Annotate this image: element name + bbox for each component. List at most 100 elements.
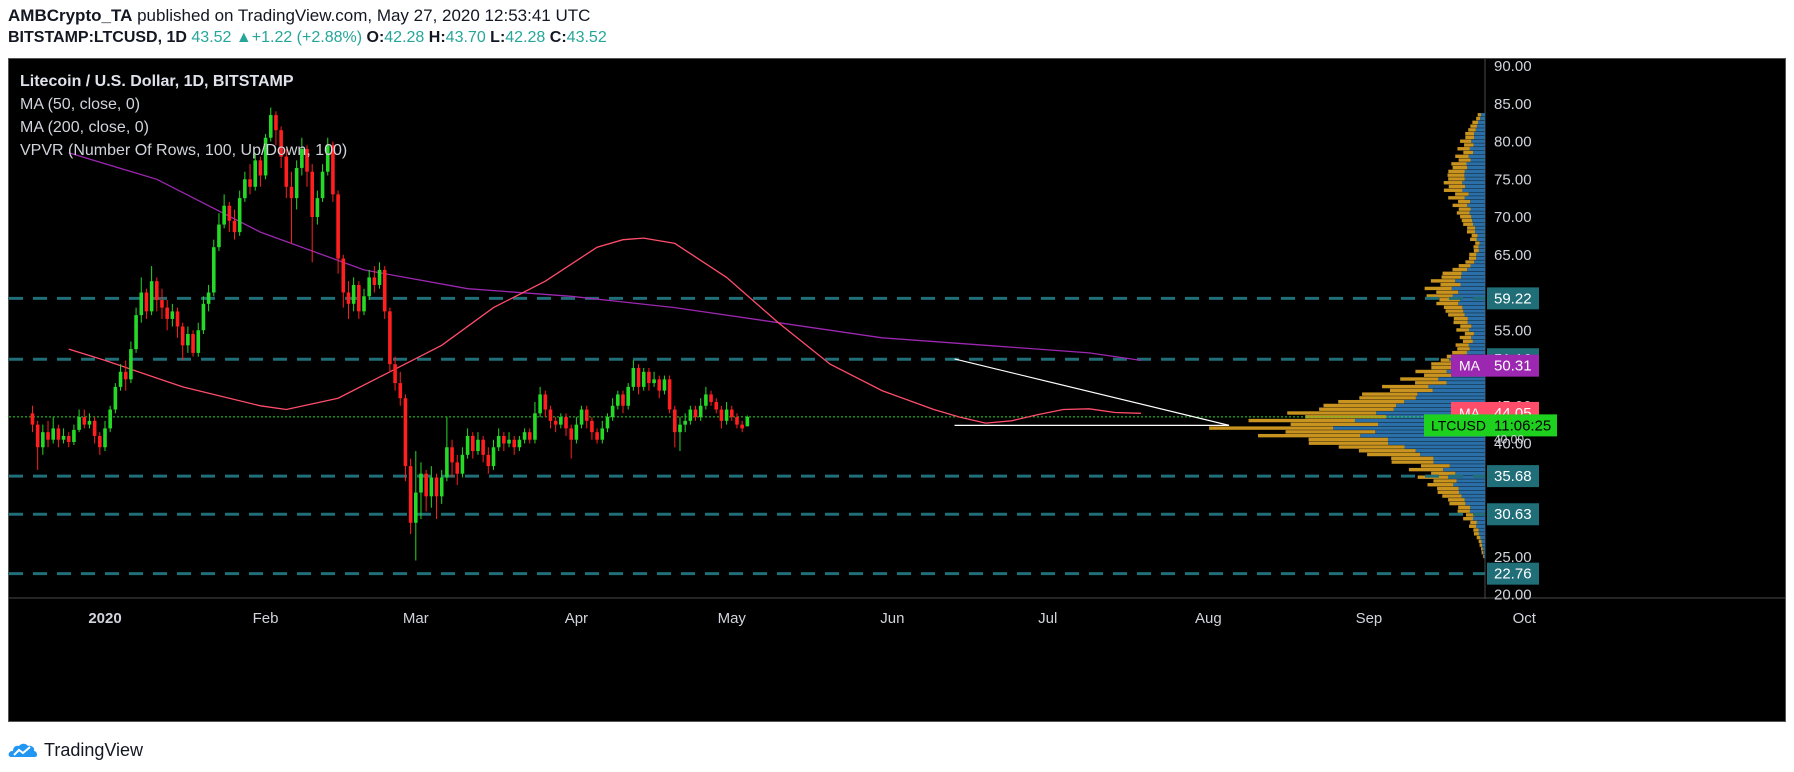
ohlc-header: BITSTAMP:LTCUSD, 1D 43.52 ▲+1.22 (+2.88%… (8, 29, 607, 47)
change-arrow-icon: ▲ (235, 29, 252, 46)
vpvr-up-bar (1461, 494, 1485, 498)
vpvr-down-bar (1467, 226, 1476, 230)
vpvr-down-bar (1452, 267, 1468, 272)
candle-body (414, 492, 418, 523)
vpvr-down-bar (1458, 264, 1471, 268)
vpvr-down-bar (1452, 203, 1468, 208)
vpvr-up-bar (1467, 203, 1485, 208)
vpvr-down-bar (1442, 494, 1462, 498)
vpvr-down-bar (1338, 399, 1405, 404)
candle-body (678, 424, 682, 433)
candle-body (134, 315, 138, 350)
candle-body (30, 413, 35, 425)
level-price-tag-label: 35.68 (1494, 468, 1532, 485)
vpvr-down-bar (1468, 256, 1477, 260)
vpvr-up-bar (1455, 471, 1485, 476)
vpvr-down-bar (1465, 260, 1475, 264)
candle-body (543, 394, 548, 410)
price-tick-label: 55.00 (1494, 322, 1532, 339)
candle-body (258, 160, 263, 176)
chart-area[interactable] (8, 58, 1786, 722)
vpvr-down-bar (1287, 411, 1377, 415)
time-tick-label: Sep (1356, 610, 1383, 627)
vpvr-down-bar (1436, 290, 1459, 294)
vpvr-up-bar (1469, 328, 1485, 332)
vpvr-down-bar (1465, 131, 1475, 136)
vpvr-up-bar (1471, 139, 1485, 143)
vpvr-down-bar (1415, 369, 1447, 374)
candle-body (227, 205, 232, 221)
vpvr-up-bar (1471, 335, 1485, 340)
candle-body (517, 439, 522, 448)
vpvr-up-bar (1476, 520, 1485, 525)
vpvr-down-bar (1443, 305, 1463, 309)
candle-body (574, 424, 579, 440)
candle-body (82, 417, 87, 425)
candle-body (108, 409, 112, 429)
vpvr-up-bar (1333, 426, 1485, 430)
vpvr-down-bar (1359, 396, 1416, 400)
countdown-label: 11:06:25 (1494, 417, 1551, 434)
candle-body (657, 379, 662, 391)
vpvr-down-bar (1258, 433, 1361, 438)
candle-body (222, 205, 226, 225)
candle-body (688, 409, 693, 421)
vpvr-up-bar (1464, 169, 1485, 174)
vpvr-up-bar (1471, 215, 1485, 219)
legend-vpvr[interactable]: VPVR (Number Of Rows, 100, Up/Down, 100) (20, 142, 348, 159)
vpvr-up-bar (1455, 279, 1485, 283)
vpvr-up-bar (1478, 245, 1485, 249)
vpvr-down-bar (1424, 286, 1452, 291)
candle-body (346, 292, 351, 304)
vpvr-down-bar (1481, 547, 1483, 551)
brand-name: TradingView (44, 739, 144, 760)
vpvr-up-bar (1477, 233, 1485, 238)
candle-body (481, 439, 485, 455)
candles (30, 107, 750, 561)
vpvr-down-bar (1466, 513, 1475, 517)
vpvr-down-bar (1443, 181, 1463, 185)
vpvr-down-bar (1209, 426, 1334, 430)
candle-body (160, 300, 164, 308)
candle-body (698, 405, 703, 418)
vpvr-up-bar (1451, 286, 1485, 291)
candle-body (232, 220, 237, 233)
candle-body (206, 292, 211, 304)
candle-body (336, 194, 340, 259)
footer-brand[interactable]: TradingView (8, 737, 143, 763)
symbol-label: BITSTAMP:LTCUSD, 1D (8, 29, 187, 46)
published-text: published on TradingView.com, May 27, 20… (137, 6, 591, 25)
candle-body (77, 417, 81, 430)
vpvr-down-bar (1470, 520, 1477, 525)
legend-ma50[interactable]: MA (50, close, 0) (20, 96, 141, 113)
vpvr-up-bar (1458, 301, 1485, 306)
vpvr-up-bar (1462, 188, 1485, 192)
candle-body (87, 420, 92, 425)
vpvr-down-bar (1469, 252, 1477, 257)
legend-ma200[interactable]: MA (200, close, 0) (20, 119, 149, 136)
candle-body (72, 429, 76, 442)
vpvr-up-bar (1438, 377, 1485, 381)
high-value: 43.70 (445, 29, 486, 46)
vpvr-down-bar (1308, 437, 1388, 442)
vpvr-down-bar (1443, 188, 1463, 192)
time-tick-label: Aug (1195, 610, 1222, 627)
author-name[interactable]: AMBCrypto_TA (8, 6, 133, 25)
candle-body (465, 435, 470, 455)
candle-body (253, 160, 258, 187)
vpvr-up-bar (1474, 131, 1485, 136)
vpvr-up-bar (1466, 350, 1485, 355)
vpvr-down-bar (1437, 486, 1459, 491)
vpvr-down-bar (1431, 471, 1456, 476)
vpvr-down-bar (1471, 233, 1478, 238)
level-price-tag-label: 22.76 (1494, 566, 1532, 583)
vpvr-down-bar (1448, 184, 1466, 189)
candle-body (248, 179, 252, 187)
candle-body (584, 409, 589, 421)
candle-body (616, 394, 620, 406)
vpvr-up-bar (1470, 158, 1485, 162)
candle-body (201, 303, 206, 331)
vpvr-up-bar (1447, 475, 1485, 479)
vpvr-up-bar (1433, 460, 1485, 464)
